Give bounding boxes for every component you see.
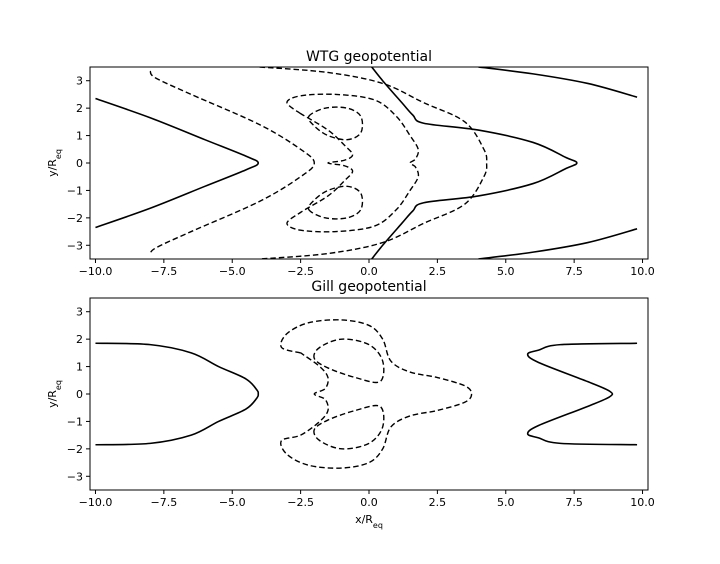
gill-axes-frame [89, 297, 649, 491]
wtg-x-tick-label: 7.5 [565, 265, 583, 278]
wtg-y-tick-label: 1 [76, 130, 83, 143]
gill-x-axis-label: x/Req [355, 513, 383, 530]
wtg-y-tick-label: 3 [76, 75, 83, 88]
gill-plot-area [95, 319, 638, 469]
gill-y-axis-label: y/Req [46, 380, 63, 408]
gill-x-tick-label: 2.5 [429, 496, 447, 509]
gill-contour-dashed-2 [280, 319, 473, 469]
gill-x-tick-label: 7.5 [565, 496, 583, 509]
wtg-x-tick-label: 2.5 [429, 265, 447, 278]
gill-x-ticks: −10.0 −7.5 −5.0 −2.5 0.0 2.5 5.0 7.5 10.0 [79, 490, 655, 509]
wtg-x-tick-label: −2.5 [287, 265, 314, 278]
wtg-x-tick-label: −10.0 [79, 265, 113, 278]
wtg-y-tick-label: −1 [67, 184, 83, 197]
wtg-y-tick-label: −3 [67, 239, 83, 252]
wtg-contour-dashed-5 [259, 67, 488, 259]
wtg-axes-frame [89, 66, 649, 260]
wtg-contour-solid-0 [95, 97, 260, 229]
gill-y-tick-label: 1 [76, 361, 83, 374]
gill-y-tick-label: −3 [67, 470, 83, 483]
wtg-x-tick-label: 0.0 [360, 265, 378, 278]
wtg-contour-dashed-6 [286, 93, 420, 233]
wtg-x-tick-label: 5.0 [497, 265, 515, 278]
gill-x-tick-label: −5.0 [219, 496, 246, 509]
wtg-contour-dashed-8 [307, 185, 364, 220]
gill-contour-solid-0 [95, 342, 260, 446]
gill-contour-dashed-3 [313, 338, 385, 384]
wtg-contour-solid-3 [478, 228, 638, 259]
gill-y-tick-label: −2 [67, 443, 83, 456]
gill-x-tick-label: −2.5 [287, 496, 314, 509]
wtg-x-ticks: −10.0 −7.5 −5.0 −2.5 0.0 2.5 5.0 7.5 10.0 [79, 259, 655, 278]
wtg-contour-solid-1 [371, 67, 578, 259]
wtg-y-tick-label: −2 [67, 212, 83, 225]
wtg-y-ticks: −3 −2 −1 0 1 2 3 [67, 75, 90, 252]
wtg-title: WTG geopotential [306, 49, 432, 65]
gill-x-tick-label: −10.0 [79, 496, 113, 509]
wtg-x-tick-label: 10.0 [630, 265, 655, 278]
wtg-panel: WTG geopotential −10.0 −7.5 −5.0 −2.5 0.0 2.5… [46, 49, 655, 278]
gill-panel: Gill geopotential −10.0 −7.5 −5.0 −2.5 0.0 2.… [46, 279, 655, 530]
wtg-contour-dashed-7 [307, 106, 364, 141]
gill-y-tick-label: 2 [76, 333, 83, 346]
gill-contour-solid-1 [526, 342, 638, 446]
wtg-plot-area [95, 67, 638, 259]
wtg-y-tick-label: 0 [76, 157, 83, 170]
wtg-contour-solid-2 [478, 67, 638, 98]
gill-y-tick-label: 3 [76, 306, 83, 319]
wtg-x-tick-label: −5.0 [219, 265, 246, 278]
gill-y-ticks: −3 −2 −1 0 1 2 3 [67, 306, 90, 483]
gill-y-tick-label: −1 [67, 415, 83, 428]
gill-title: Gill geopotential [311, 279, 426, 295]
gill-y-tick-label: 0 [76, 388, 83, 401]
gill-x-tick-label: 10.0 [630, 496, 655, 509]
wtg-contour-dashed-4 [149, 70, 315, 256]
wtg-y-axis-label: y/Req [46, 149, 63, 177]
gill-x-tick-label: 5.0 [497, 496, 515, 509]
gill-contour-dashed-4 [313, 404, 385, 450]
wtg-x-tick-label: −7.5 [150, 265, 177, 278]
gill-x-tick-label: 0.0 [360, 496, 378, 509]
gill-x-tick-label: −7.5 [150, 496, 177, 509]
wtg-y-tick-label: 2 [76, 102, 83, 115]
